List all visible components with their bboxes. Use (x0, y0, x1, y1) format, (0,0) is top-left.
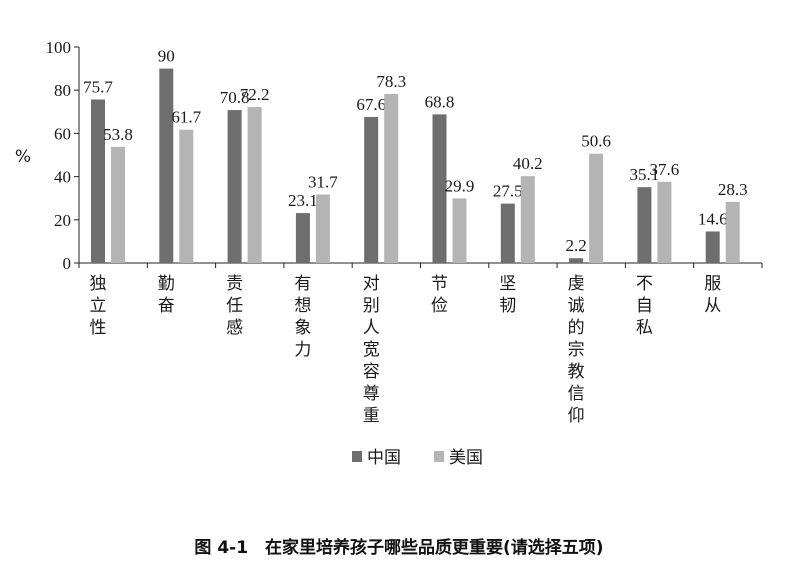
x-category-label: 性 (90, 318, 107, 338)
x-category-label: 想 (294, 296, 311, 316)
x-category-label: 勤 (158, 274, 175, 294)
x-category-label: 韧 (499, 296, 516, 316)
data-label: 53.8 (103, 125, 133, 144)
x-category-label: 对 (363, 274, 380, 294)
x-category-label: 教 (568, 362, 585, 382)
x-category-label: 信 (568, 384, 585, 404)
bar (452, 198, 467, 263)
x-category-label: 别 (363, 296, 380, 316)
y-tick-label: 80 (54, 81, 71, 100)
data-label: 23.1 (288, 191, 318, 210)
x-category-label: 独 (90, 274, 107, 294)
x-category-label: 节 (431, 274, 448, 294)
bar (637, 187, 652, 263)
bar (725, 201, 740, 263)
bar (500, 203, 515, 263)
x-category-label: 从 (704, 296, 721, 316)
x-category-label: 责 (226, 274, 243, 294)
x-category-label: 俭 (431, 296, 448, 316)
data-label: 40.2 (513, 154, 543, 173)
x-category-label: 坚 (499, 274, 516, 294)
y-tick-label: 20 (54, 211, 71, 230)
x-category-label: 虔 (568, 274, 585, 294)
data-label: 28.3 (718, 180, 748, 199)
x-category-label: 立 (90, 296, 107, 316)
x-category-label: 力 (294, 340, 311, 360)
figure-caption: 图 4-1 在家里培养孩子哪些品质更重要(请选择五项) (194, 538, 604, 558)
legend-swatch (434, 451, 444, 462)
bar (295, 213, 310, 263)
bar (159, 68, 174, 263)
data-label: 68.8 (425, 92, 455, 111)
bar (657, 181, 672, 263)
bar (179, 129, 194, 263)
x-category-label: 象 (294, 318, 311, 338)
data-label: 31.7 (308, 173, 338, 192)
data-label: 50.6 (581, 132, 611, 151)
x-category-label: 重 (363, 406, 380, 426)
x-category-label: 奋 (158, 296, 175, 316)
legend-label: 美国 (449, 448, 483, 468)
x-category-label: 感 (226, 318, 243, 338)
bar (589, 153, 604, 263)
data-label: 78.3 (376, 72, 406, 91)
bar (364, 116, 379, 263)
bar (520, 176, 535, 263)
bar (705, 231, 720, 263)
x-category-label: 宽 (363, 340, 380, 360)
bar (569, 258, 584, 263)
y-axis-label: % (15, 147, 31, 167)
data-label: 2.2 (565, 236, 586, 255)
y-tick-label: 60 (54, 124, 71, 143)
x-category-label: 宗 (568, 340, 585, 360)
x-category-label: 诚 (568, 296, 585, 316)
data-label: 37.6 (650, 160, 680, 179)
x-category-label: 私 (636, 318, 653, 338)
x-category-label: 任 (226, 296, 243, 316)
x-category-label: 仰 (568, 406, 585, 426)
legend-label: 中国 (367, 448, 401, 468)
x-category-label: 有 (294, 274, 311, 294)
data-label: 29.9 (445, 176, 475, 195)
bar (111, 146, 125, 263)
data-label: 90 (158, 47, 175, 66)
data-label: 35.1 (630, 165, 660, 184)
bar (91, 99, 105, 263)
x-category-label: 容 (363, 362, 380, 382)
bar (315, 194, 330, 263)
bar (247, 107, 262, 263)
y-tick-label: 0 (63, 254, 72, 273)
bar (384, 93, 399, 263)
data-label: 67.6 (356, 95, 386, 114)
bar (227, 110, 242, 264)
bar (432, 114, 447, 263)
x-category-label: 的 (568, 318, 585, 338)
y-tick-label: 40 (54, 168, 71, 187)
x-category-label: 自 (636, 296, 653, 316)
data-label: 27.5 (493, 182, 523, 201)
x-category-label: 人 (363, 318, 380, 338)
data-label: 70.8 (220, 88, 250, 107)
data-label: 75.7 (83, 77, 113, 96)
data-label: 72.2 (240, 85, 270, 104)
x-category-label: 尊 (363, 384, 380, 404)
x-category-label: 不 (636, 274, 653, 294)
y-tick-label: 100 (46, 38, 72, 57)
data-label: 61.7 (171, 108, 201, 127)
legend-swatch (352, 451, 362, 462)
x-category-label: 服 (704, 274, 721, 294)
data-label: 14.6 (698, 209, 728, 228)
